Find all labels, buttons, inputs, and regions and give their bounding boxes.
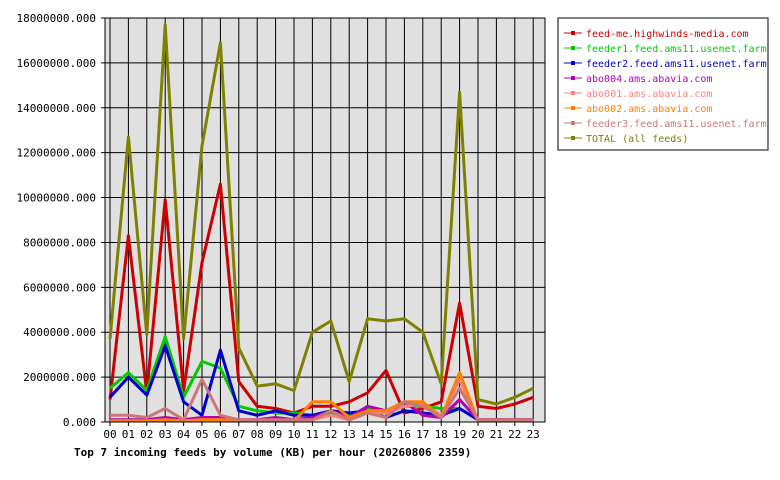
y-tick-label: 12000000.000: [17, 147, 96, 160]
x-tick-label: 02: [140, 428, 153, 441]
x-tick-label: 05: [195, 428, 208, 441]
x-axis-ticks: 00 01 02 03 04 05 06 07 08 09 10 11 12 13 14 15 16 17 18 19…: [103, 422, 540, 441]
x-tick-label: 16: [398, 428, 411, 441]
x-tick-label: 01: [122, 428, 135, 441]
y-tick-label: 16000000.000: [17, 57, 96, 70]
x-tick-label: 12: [324, 428, 337, 441]
x-tick-label: 23: [527, 428, 540, 441]
y-tick-label: 18000000.000: [17, 12, 96, 25]
legend-marker: [571, 76, 575, 80]
legend-label: feed-me.highwinds-media.com: [586, 29, 749, 40]
x-tick-label: 21: [490, 428, 503, 441]
legend-marker: [571, 106, 575, 110]
x-tick-label: 03: [159, 428, 172, 441]
legend-marker: [571, 121, 575, 125]
x-tick-label: 18: [435, 428, 448, 441]
x-tick-label: 15: [379, 428, 392, 441]
legend-label: feeder1.feed.ams11.usenet.farm: [586, 44, 767, 55]
legend-marker: [571, 61, 575, 65]
x-tick-label: 20: [471, 428, 484, 441]
y-tick-label: 4000000.000: [23, 326, 96, 339]
x-tick-label: 19: [453, 428, 466, 441]
series-line: [110, 371, 534, 423]
x-tick-label: 22: [508, 428, 521, 441]
chart-title: Top 7 incoming feeds by volume (KB) per …: [74, 446, 471, 459]
x-tick-label: 13: [343, 428, 356, 441]
y-tick-label: 14000000.000: [17, 102, 96, 115]
legend-label: abo001.ams.abavia.com: [586, 89, 712, 100]
legend-label: TOTAL (all feeds): [586, 134, 688, 145]
x-tick-label: 11: [306, 428, 319, 441]
y-tick-label: 6000000.000: [23, 281, 96, 294]
x-tick-label: 07: [232, 428, 245, 441]
series-lines: [108, 23, 534, 423]
legend-marker: [571, 91, 575, 95]
series-line: [108, 23, 534, 406]
x-tick-label: 06: [214, 428, 227, 441]
series-line: [108, 182, 534, 415]
series-line: [110, 377, 534, 422]
plot-area: [105, 18, 545, 422]
x-tick-label: 08: [251, 428, 264, 441]
legend: feed-me.highwinds-media.com feeder1.feed.…: [557, 17, 769, 151]
legend-marker: [571, 31, 575, 35]
legend-marker: [571, 46, 575, 50]
legend-label: feeder3.feed.ams11.usenet.farm: [586, 119, 767, 130]
legend-label: feeder2.feed.ams11.usenet.farm: [586, 59, 767, 70]
y-tick-label: 10000000.000: [17, 192, 96, 205]
x-tick-label: 14: [361, 428, 375, 441]
y-tick-label: 2000000.000: [23, 371, 96, 384]
y-axis-ticks: 0.000 2000000.000 4000000.000 6000000.000 80…: [17, 12, 105, 429]
plot-border: [104, 17, 546, 423]
x-tick-label: 17: [416, 428, 429, 441]
x-tick-label: 04: [177, 428, 191, 441]
legend-marker: [571, 136, 575, 140]
x-tick-label: 10: [287, 428, 300, 441]
x-tick-label: 09: [269, 428, 282, 441]
legend-label: abo004.ams.abavia.com: [586, 74, 712, 85]
legend-box: [557, 17, 769, 151]
legend-label: abo002.ams.abavia.com: [586, 104, 712, 115]
y-tick-label: 8000000.000: [23, 236, 96, 249]
x-tick-label: 00: [103, 428, 116, 441]
y-tick-label: 0.000: [63, 416, 96, 429]
